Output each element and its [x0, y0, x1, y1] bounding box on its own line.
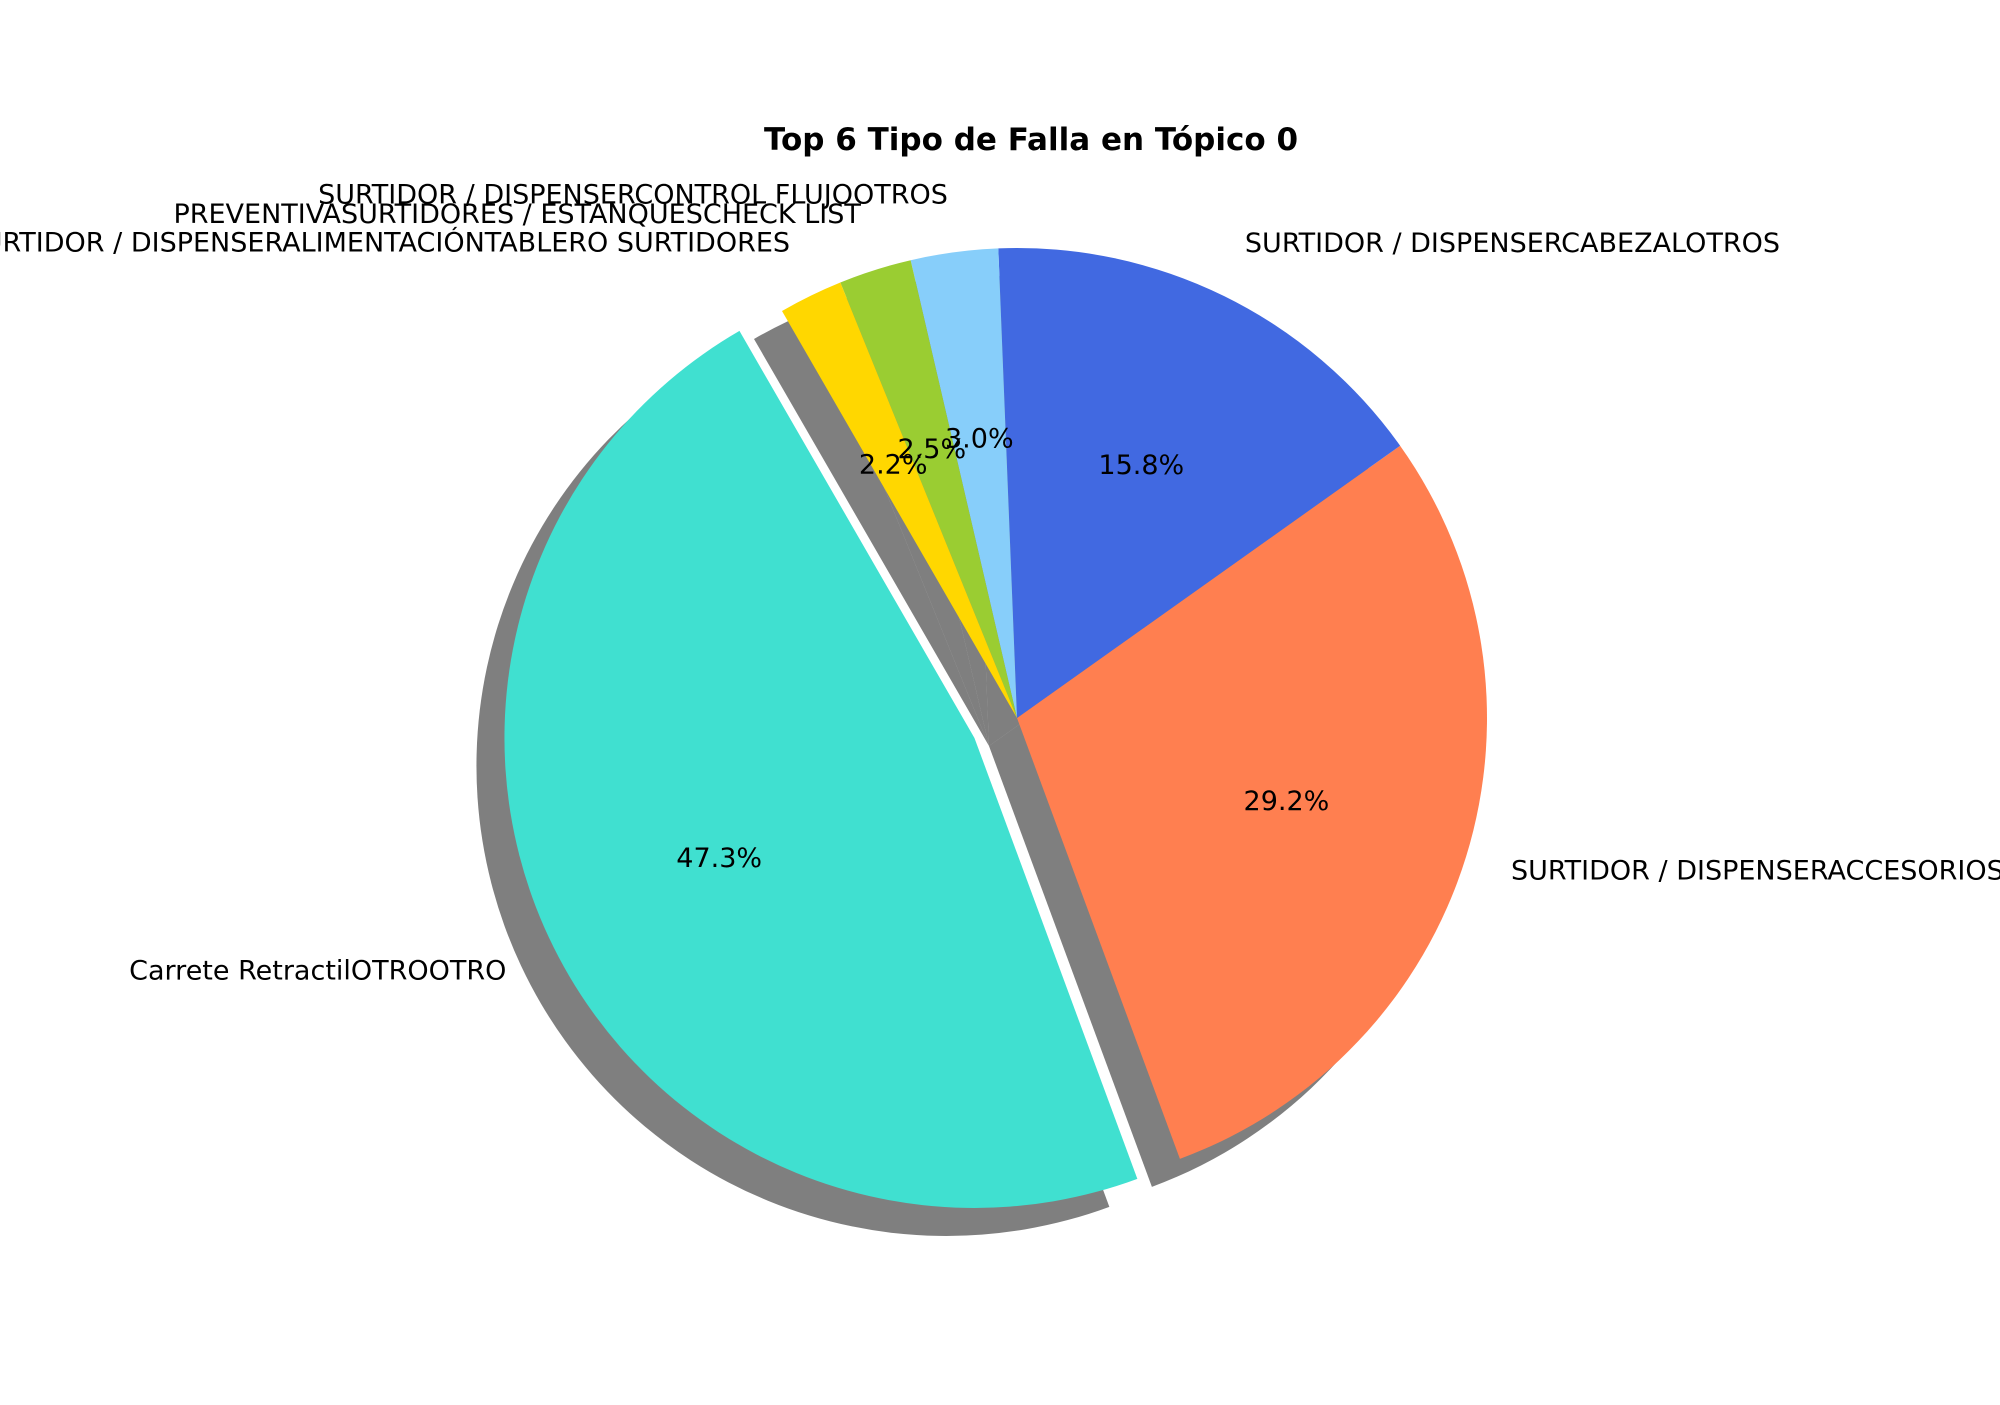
category-label-surtidor-dispenseralimentaciontablero-surtidores: SURTIDOR / DISPENSERALIMENTACIÓNTABLERO … [0, 226, 790, 258]
pie-slice-preventivasurtidores-estanquescheck-list [840, 260, 1017, 718]
pie-slice-surtidor-dispensercontrol-flujootros [910, 248, 1017, 719]
category-label-surtidor-dispensercabezalotros: SURTIDOR / DISPENSERCABEZALOTROS [1245, 228, 1780, 259]
category-label-carrete-retractilotrootro: Carrete RetractilOTROOTRO [129, 956, 506, 987]
percent-label-surtidor-dispensercabezalotros: 15.8% [1098, 450, 1184, 481]
pie-slice-surtidor-dispenseralimentaciontablero-surtidores [782, 282, 1017, 718]
percent-label-preventivasurtidores-estanquescheck-list: 2.5% [898, 434, 967, 465]
category-label-surtidor-dispensercontrol-flujootros: SURTIDOR / DISPENSERCONTROL FLUJOOTROS [318, 180, 948, 211]
labels: Carrete RetractilOTROOTRO 47.3% SURTIDOR /… [0, 180, 2000, 987]
pie-slice-carrete-retractilotrootro [504, 330, 1138, 1208]
slice-shadow-surtidor-dispenseralimentaciontablero-surtidores [754, 310, 989, 746]
category-label-preventivasurtidores-estanquescheck-list: PREVENTIVASURTIDORES / ESTANQUESCHECK LI… [173, 199, 861, 230]
pie-slice-surtidor-dispensercabezalotros [998, 248, 1401, 718]
pie-slice-surtidor-dispenseraccesorios-filtrosotros [1017, 445, 1488, 1159]
percent-label-surtidor-dispenseraccesorios-filtrosotros: 29.2% [1244, 786, 1330, 817]
percent-label-surtidor-dispenseralimentaciontablero-surtidores: 2.2% [859, 450, 928, 481]
chart-title: Top 6 Tipo de Falla en Tópico 0 [764, 122, 1298, 158]
percent-label-surtidor-dispensercontrol-flujootros: 3.0% [945, 424, 1014, 455]
slices [504, 248, 1488, 1208]
percent-label-carrete-retractilotrootro: 47.3% [676, 843, 762, 874]
category-label-surtidor-dispenseraccesorios-filtrosotros: SURTIDOR / DISPENSERACCESORIOS & FILTROS… [1511, 856, 2000, 887]
